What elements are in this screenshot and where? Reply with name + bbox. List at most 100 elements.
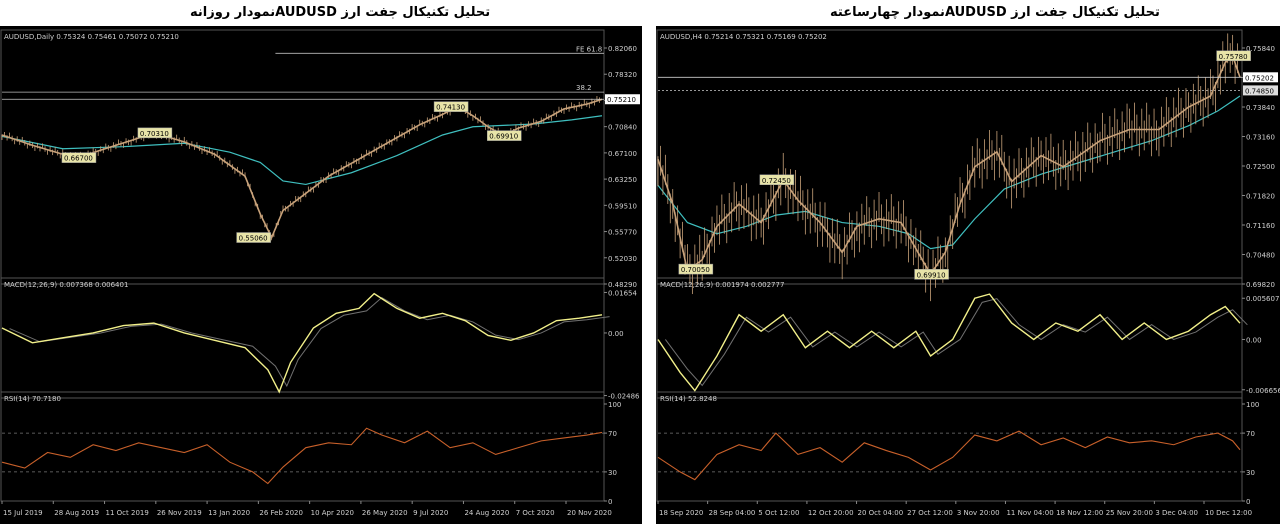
fib-level-label: 38.2	[576, 84, 592, 92]
price-tick-label: 0.69820	[1246, 281, 1275, 289]
price-callout-box	[1216, 50, 1251, 62]
current-price-box	[605, 94, 640, 105]
macd-tick-label: 0.005607	[1246, 295, 1279, 303]
fib-level-label: FE 61.8	[576, 45, 602, 53]
rsi-tick-label: 100	[1246, 401, 1259, 409]
macd-signal-line	[9, 296, 610, 388]
price-callout-label: 0.72450	[762, 177, 791, 185]
price-callout-box	[914, 269, 949, 280]
macd-tick-label: 0.00	[608, 330, 624, 338]
price-callout-label: 0.69910	[917, 271, 946, 279]
price-tick-label: 0.71820	[1246, 193, 1275, 201]
x-tick-label: 28 Sep 04:00	[709, 509, 756, 517]
price-tick-label: 0.70480	[1246, 252, 1275, 260]
x-tick-label: 20 Nov 2020	[567, 509, 612, 517]
x-tick-label: 10 Apr 2020	[311, 509, 354, 517]
x-tick-label: 26 May 2020	[362, 509, 408, 517]
price-tick-label: 0.78320	[608, 71, 637, 79]
x-tick-label: 26 Feb 2020	[259, 509, 303, 517]
price-tick-label: 0.67100	[608, 150, 637, 158]
macd-panel-frame	[0, 277, 605, 399]
macd-line	[1, 292, 603, 394]
reference-price-label: 0.74850	[1245, 87, 1274, 95]
price-callout-box	[678, 263, 714, 275]
price-tick-label: 0.82060	[608, 45, 637, 53]
price-callout-label: 0.74130	[436, 104, 465, 112]
x-tick-label: 10 Dec 12:00	[1205, 509, 1252, 517]
x-tick-label: 18 Sep 2020	[659, 509, 703, 517]
rsi-panel-frame	[656, 391, 1243, 502]
moving-average-line	[1, 115, 603, 186]
x-tick-label: 25 Nov 20:00	[1106, 509, 1153, 517]
rsi-tick-label: 100	[608, 401, 621, 409]
price-tick-label: 0.73840	[1246, 104, 1275, 112]
macd-signal-line	[664, 298, 1248, 387]
daily-chart-svg: AUDUSD,Daily 0.75324 0.75461 0.75072 0.7…	[0, 29, 640, 517]
macd-tick-label: -0.02486	[608, 393, 640, 401]
price-callout-label: 0.75780	[1219, 53, 1248, 61]
x-tick-label: 11 Nov 04:00	[1006, 509, 1053, 517]
rsi-tick-label: 70	[1246, 430, 1255, 438]
rsi-tick-label: 30	[1246, 469, 1255, 477]
macd-panel-frame	[656, 277, 1243, 399]
price-tick-label: 0.71160	[1246, 222, 1275, 230]
x-tick-label: 12 Oct 20:00	[808, 509, 854, 517]
rsi-header: RSI(14) 70.7180	[4, 395, 61, 403]
h4-chart-svg: AUDUSD,H4 0.75214 0.75321 0.75169 0.7520…	[656, 29, 1280, 517]
chart-title-daily: تحلیل تکنیکال جفت ارز AUDUSDنمودار روزان…	[190, 5, 491, 20]
price-tick-label: 0.55770	[608, 229, 637, 237]
macd-tick-label: -0.006656	[1246, 387, 1280, 395]
rsi-header: RSI(14) 52.8248	[660, 395, 717, 403]
rsi-tick-label: 30	[608, 469, 617, 477]
rsi-tick-label: 0	[1246, 498, 1250, 506]
macd-tick-label: 0.00	[1246, 336, 1262, 344]
daily-chart-panel: AUDUSD,Daily 0.75324 0.75461 0.75072 0.7…	[0, 26, 642, 524]
x-tick-label: 18 Nov 12:00	[1056, 509, 1103, 517]
price-callout-box	[236, 232, 271, 243]
price-callout-box	[433, 101, 469, 112]
rsi-line	[1, 427, 603, 485]
price-tick-label: 0.72500	[1246, 163, 1275, 171]
price-tick-label: 0.59510	[608, 202, 637, 210]
h4-chart-panel: AUDUSD,H4 0.75214 0.75321 0.75169 0.7520…	[656, 26, 1280, 524]
price-callout-label: 0.70310	[140, 130, 169, 138]
price-callout-label: 0.55060	[239, 235, 268, 243]
x-tick-label: 13 Jan 2020	[208, 509, 250, 517]
price-panel-frame	[656, 29, 1243, 285]
moving-average-line	[657, 95, 1241, 250]
chart-title-h4: تحلیل تکنیکال جفت ارز AUDUSDنمودار چهارس…	[830, 5, 1160, 20]
price-header: AUDUSD,Daily 0.75324 0.75461 0.75072 0.7…	[4, 33, 179, 41]
rsi-line	[657, 430, 1241, 481]
x-tick-label: 3 Dec 04:00	[1155, 509, 1198, 517]
price-tick-label: 0.73160	[1246, 134, 1275, 142]
macd-header: MACD(12,26,9) 0.007368 0.006401	[4, 281, 128, 289]
price-tick-label: 0.63250	[608, 176, 637, 184]
price-callout-label: 0.66700	[64, 155, 93, 163]
x-tick-label: 3 Nov 20:00	[957, 509, 1000, 517]
price-callout-label: 0.70050	[681, 266, 710, 274]
price-callout-box	[759, 174, 795, 186]
price-callout-label: 0.69910	[489, 133, 518, 141]
x-tick-label: 9 Jul 2020	[413, 509, 448, 517]
rsi-tick-label: 70	[608, 430, 617, 438]
macd-header: MACD(12,26,9) 0.001974 0.002777	[660, 281, 784, 289]
price-callout-box	[61, 152, 97, 163]
price-header: AUDUSD,H4 0.75214 0.75321 0.75169 0.7520…	[660, 33, 827, 41]
price-tick-label: 0.52030	[608, 255, 637, 263]
rsi-panel-frame	[0, 391, 605, 502]
price-tick-label: 0.75840	[1246, 45, 1275, 53]
x-tick-label: 11 Oct 2019	[106, 509, 149, 517]
price-line	[657, 54, 1241, 276]
reference-price-box	[1243, 85, 1278, 96]
price-tick-label: 0.48290	[608, 281, 637, 289]
price-line	[1, 98, 603, 240]
rsi-tick-label: 0	[608, 498, 612, 506]
current-price-label: 0.75210	[607, 96, 636, 104]
x-tick-label: 28 Aug 2019	[54, 509, 99, 517]
x-tick-label: 26 Nov 2019	[157, 509, 202, 517]
price-callout-box	[487, 130, 522, 141]
price-tick-label: 0.70840	[608, 124, 637, 132]
macd-tick-label: 0.01654	[608, 289, 637, 297]
x-tick-label: 24 Aug 2020	[464, 509, 509, 517]
price-panel-frame	[0, 29, 605, 285]
